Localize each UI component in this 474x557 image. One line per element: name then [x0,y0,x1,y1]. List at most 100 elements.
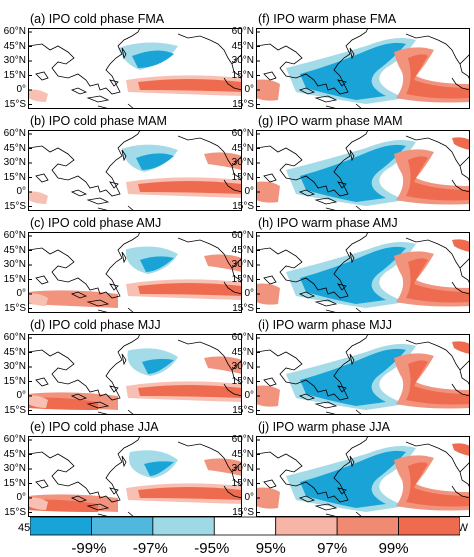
coastline [28,232,242,313]
lat-label: 45°N [3,448,26,460]
significance-region [406,462,470,507]
lat-label: 0° [244,390,254,401]
lat-label: 60°N [3,230,26,241]
lat-label: 15°S [232,98,254,110]
map-panel-e [28,436,242,517]
lat-label: 45°N [231,448,254,460]
lat-label: 0° [16,288,26,299]
lat-label: 30°N [3,157,26,168]
lat-label: 0° [16,186,26,197]
coastline [256,334,470,415]
map-panel-b [28,130,242,211]
lat-label: 15°N [231,69,254,81]
significance-region [406,258,470,303]
lat-label: 15°N [3,171,26,183]
lat-label: 30°N [3,463,26,474]
panel-title-e: (e) IPO cold phase JJA [30,420,159,434]
map-panel-d [28,334,242,415]
significance-region [138,487,242,500]
lat-label: 30°N [231,157,254,168]
coastline [256,130,470,211]
colorbar-label: -99% [71,540,107,557]
lat-label: 0° [244,186,254,197]
lat-label: 60°N [3,26,26,37]
map-panel-h [256,232,470,313]
map-frame [256,232,470,313]
significance-region [138,181,242,194]
lat-label: 15°N [3,375,26,387]
panel-title-g: (g) IPO warm phase MAM [258,114,403,128]
coastline [28,130,242,211]
lat-label: 0° [244,492,254,503]
colorbar-segment [152,516,215,536]
lat-label: 60°N [231,434,254,445]
significance-region [132,50,174,68]
map-panel-g [256,130,470,211]
lat-label: 15°S [232,200,254,212]
lat-label: 0° [16,390,26,401]
lat-label: 30°N [3,55,26,66]
map-frame [256,28,470,109]
significance-region [28,290,118,308]
lat-label: 60°N [3,332,26,343]
map-panel-c [28,232,242,313]
map-panel-f [256,28,470,109]
map-panel-a [28,28,242,109]
panel-title-b: (b) IPO cold phase MAM [30,114,167,128]
significance-region [452,239,470,252]
colorbar-segment [275,516,338,536]
lat-label: 0° [244,288,254,299]
map-panel-i [256,334,470,415]
significance-region [406,156,470,201]
map-frame [28,436,242,517]
significance-region [140,256,174,272]
map-frame [256,334,470,415]
significance-region [452,443,470,456]
coastline [28,28,242,109]
map-frame [28,28,242,109]
colorbar-segment [213,516,277,536]
significance-region [256,283,280,305]
significance-region [138,283,242,296]
significance-region [406,54,470,99]
map-frame [28,334,242,415]
significance-region [256,181,280,203]
lat-label: 45°N [231,40,254,52]
lat-label: 15°S [232,302,254,314]
significance-region [138,385,242,398]
panel-title-c: (c) IPO cold phase AMJ [30,216,162,230]
lat-label: 15°S [232,506,254,518]
significance-region [28,89,48,102]
map-frame [28,130,242,211]
colorbar-segment [336,516,399,536]
significance-region [406,360,470,405]
colorbar-segment [91,516,154,536]
lat-label: 45°N [3,346,26,358]
map-frame [28,232,242,313]
lat-label: 60°N [3,128,26,139]
panel-title-i: (i) IPO warm phase MJJ [258,318,393,332]
significance-region [28,395,48,408]
lat-label: 0° [16,492,26,503]
panel-title-h: (h) IPO warm phase AMJ [258,216,398,230]
lat-label: 30°N [231,463,254,474]
significance-region [256,487,280,509]
lat-label: 30°N [231,259,254,270]
lat-label: 15°N [231,375,254,387]
lat-label: 45°N [231,346,254,358]
lat-label: 30°N [231,361,254,372]
panel-title-a: (a) IPO cold phase FMA [30,12,165,26]
lat-label: 15°S [4,98,26,110]
map-panel-j [256,436,470,517]
lat-label: 45°N [3,142,26,154]
significance-region [452,341,470,354]
lat-label: 15°S [4,200,26,212]
map-frame [256,436,470,517]
significance-region [256,79,280,101]
coastline [28,436,242,517]
panel-title-d: (d) IPO cold phase MJJ [30,318,161,332]
lat-label: 45°N [231,142,254,154]
panel-title-j: (j) IPO warm phase JJA [258,420,390,434]
lat-label: 15°N [231,477,254,489]
lat-label: 60°N [231,230,254,241]
